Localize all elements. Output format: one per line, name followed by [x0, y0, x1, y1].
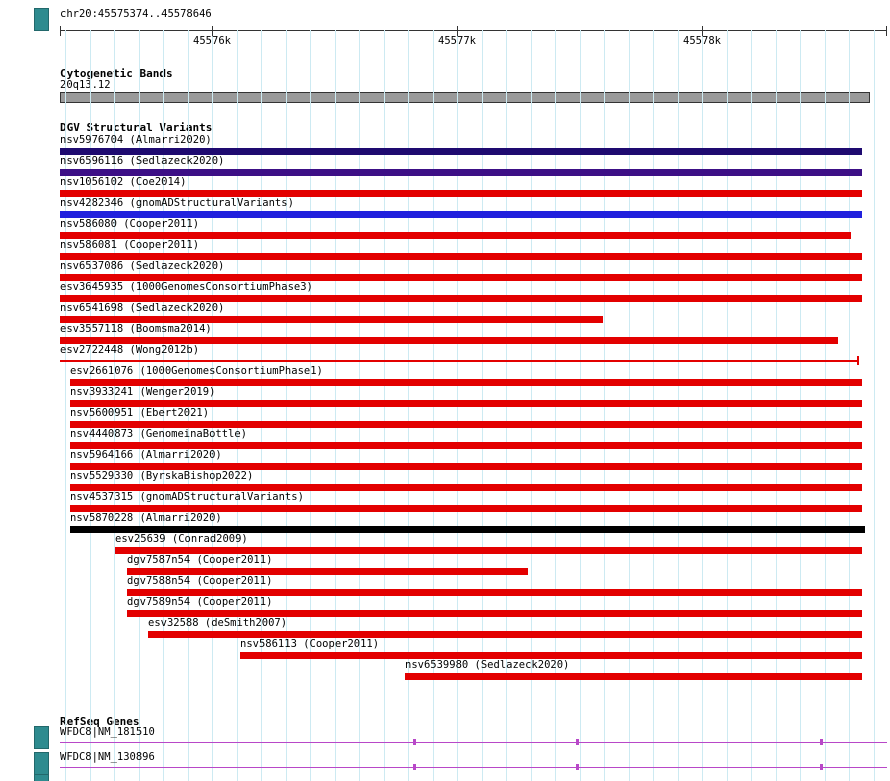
variant-label: dgv7589n54 (Cooper2011) [127, 596, 273, 608]
variant-bar[interactable] [127, 589, 862, 596]
variant-bar[interactable] [127, 610, 862, 617]
ruler-tick [702, 26, 703, 36]
gene-exon-tick [576, 764, 579, 770]
variant-bar[interactable] [240, 652, 862, 659]
track-button[interactable] [34, 8, 49, 31]
variant-label: nsv6539980 (Sedlazeck2020) [405, 659, 570, 671]
variant-end-tick [857, 356, 859, 365]
variant-label: nsv586081 (Cooper2011) [60, 239, 200, 251]
variant-label: esv32588 (deSmith2007) [148, 617, 288, 629]
variant-bar[interactable] [70, 484, 862, 491]
cytogenetic-bands-track-title: Cytogenetic Bands [60, 67, 173, 80]
variant-label: nsv4282346 (gnomADStructuralVariants) [60, 197, 294, 209]
dgv-structural-variants-track-title: DGV Structural Variants [60, 121, 213, 134]
variant-label: nsv5529330 (ByrskaBishop2022) [70, 470, 254, 482]
variant-bar[interactable] [405, 673, 862, 680]
gridline [65, 30, 66, 781]
variant-label: nsv1056102 (Coe2014) [60, 176, 187, 188]
variant-bar[interactable] [60, 274, 862, 281]
variant-bar[interactable] [70, 463, 862, 470]
variant-bar[interactable] [127, 568, 528, 575]
variant-label: esv3645935 (1000GenomesConsortiumPhase3) [60, 281, 313, 293]
track-button[interactable] [34, 774, 49, 781]
variant-label: esv25639 (Conrad2009) [115, 533, 248, 545]
variant-label: nsv586113 (Cooper2011) [240, 638, 380, 650]
variant-bar[interactable] [60, 337, 838, 344]
variant-label: nsv5964166 (Almarri2020) [70, 449, 222, 461]
variant-bar[interactable] [60, 148, 862, 155]
ruler-tick-label: 45576k [193, 35, 231, 47]
variant-label: nsv6537086 (Sedlazeck2020) [60, 260, 225, 272]
variant-bar[interactable] [60, 253, 862, 260]
ruler-tick [212, 26, 213, 36]
variant-label: nsv5976704 (Almarri2020) [60, 134, 212, 146]
variant-label: esv2722448 (Wong2012b) [60, 344, 200, 356]
variant-bar[interactable] [60, 232, 851, 239]
cytoband-bar[interactable] [60, 92, 870, 103]
ruler-tick-label: 45578k [683, 35, 721, 47]
variant-label: esv3557118 (Boomsma2014) [60, 323, 212, 335]
variant-bar[interactable] [70, 526, 865, 533]
ruler-line[interactable] [60, 30, 887, 31]
variant-bar[interactable] [115, 547, 862, 554]
gene-exon-tick [820, 739, 823, 745]
variant-label: nsv6541698 (Sedlazeck2020) [60, 302, 225, 314]
variant-label: esv2661076 (1000GenomesConsortiumPhase1) [70, 365, 323, 377]
variant-bar[interactable] [70, 400, 862, 407]
variant-bar[interactable] [60, 211, 862, 218]
gene-label: WFDC8|NM_181510 [60, 726, 155, 738]
variant-label: nsv3933241 (Wenger2019) [70, 386, 216, 398]
region-coordinates-label: chr20:45575374..45578646 [60, 8, 212, 20]
track-button[interactable] [34, 752, 49, 775]
gene-label: WFDC8|NM_130896 [60, 751, 155, 763]
variant-label: dgv7588n54 (Cooper2011) [127, 575, 273, 587]
ruler-end-tick [886, 26, 887, 36]
variant-label: nsv586080 (Cooper2011) [60, 218, 200, 230]
variant-label: nsv5870228 (Almarri2020) [70, 512, 222, 524]
gene-exon-tick [413, 764, 416, 770]
gene-line[interactable] [60, 742, 887, 743]
gridline [873, 30, 875, 781]
variant-bar[interactable] [70, 505, 862, 512]
ruler-tick-label: 45577k [438, 35, 476, 47]
variant-bar[interactable] [70, 421, 862, 428]
variant-span-line[interactable] [60, 360, 858, 362]
ruler-end-tick [60, 26, 61, 36]
gene-exon-tick [576, 739, 579, 745]
variant-label: nsv4537315 (gnomADStructuralVariants) [70, 491, 304, 503]
variant-bar[interactable] [60, 190, 862, 197]
ruler-tick [457, 26, 458, 36]
refseq-genes-track-title: RefSeq Genes [60, 715, 140, 728]
track-button[interactable] [34, 726, 49, 749]
cytoband-name-label: 20q13.12 [60, 79, 111, 91]
gene-line[interactable] [60, 767, 887, 768]
variant-label: nsv6596116 (Sedlazeck2020) [60, 155, 225, 167]
variant-bar[interactable] [70, 442, 862, 449]
variant-bar[interactable] [148, 631, 862, 638]
variant-bar[interactable] [70, 379, 862, 386]
variant-label: nsv5600951 (Ebert2021) [70, 407, 210, 419]
variant-bar[interactable] [60, 295, 862, 302]
variant-label: nsv4440873 (GenomeinaBottle) [70, 428, 248, 440]
gene-exon-tick [413, 739, 416, 745]
variant-label: dgv7587n54 (Cooper2011) [127, 554, 273, 566]
variant-bar[interactable] [60, 316, 603, 323]
variant-bar[interactable] [60, 169, 862, 176]
gene-exon-tick [820, 764, 823, 770]
